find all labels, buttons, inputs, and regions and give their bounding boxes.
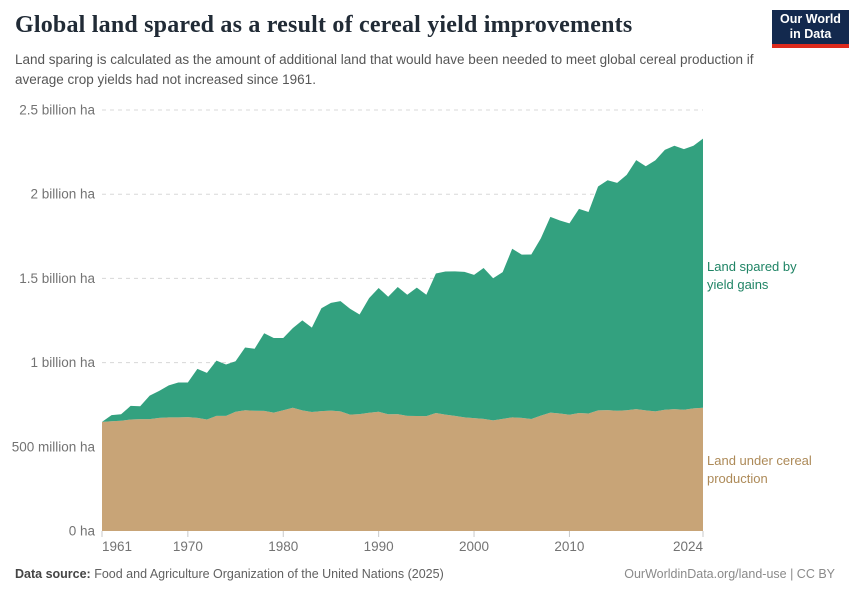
page-title: Global land spared as a result of cereal… <box>15 12 633 38</box>
x-axis-tick-label: 2000 <box>459 539 489 554</box>
y-axis-tick-label: 1 billion ha <box>30 355 95 370</box>
y-axis-tick-label: 1.5 billion ha <box>19 271 95 286</box>
data-source-prefix: Data source: <box>15 567 91 581</box>
legend-label-production: Land under cereal production <box>707 453 812 486</box>
page-subtitle: Land sparing is calculated as the amount… <box>15 52 754 88</box>
y-axis-tick-label: 2.5 billion ha <box>19 103 95 118</box>
x-axis-tick-label: 1990 <box>364 539 394 554</box>
owid-logo-line1: Our World <box>780 12 841 26</box>
x-axis-tick-label: 1980 <box>268 539 298 554</box>
data-source-text: Food and Agriculture Organization of the… <box>94 567 444 581</box>
license-link[interactable]: OurWorldinData.org/land-use | CC BY <box>624 567 835 581</box>
x-axis-tick-label: 2024 <box>673 539 704 554</box>
legend-label-spared: Land spared by yield gains <box>707 259 797 292</box>
y-axis-tick-label: 500 million ha <box>12 439 96 454</box>
data-source-note: Data source: Food and Agriculture Organi… <box>15 567 444 581</box>
owid-logo[interactable]: Our World in Data <box>772 10 849 48</box>
y-axis-tick-label: 0 ha <box>69 524 96 539</box>
area-land-spared-by-yield-gains[interactable] <box>102 138 703 422</box>
x-axis-tick-label: 1961 <box>102 539 132 554</box>
area-land-under-cereal-production[interactable] <box>102 407 703 531</box>
x-axis-tick-label: 1970 <box>173 539 203 554</box>
owid-logo-line2: in Data <box>789 27 832 41</box>
y-axis-tick-label: 2 billion ha <box>30 187 95 202</box>
x-axis-tick-label: 2010 <box>554 539 584 554</box>
